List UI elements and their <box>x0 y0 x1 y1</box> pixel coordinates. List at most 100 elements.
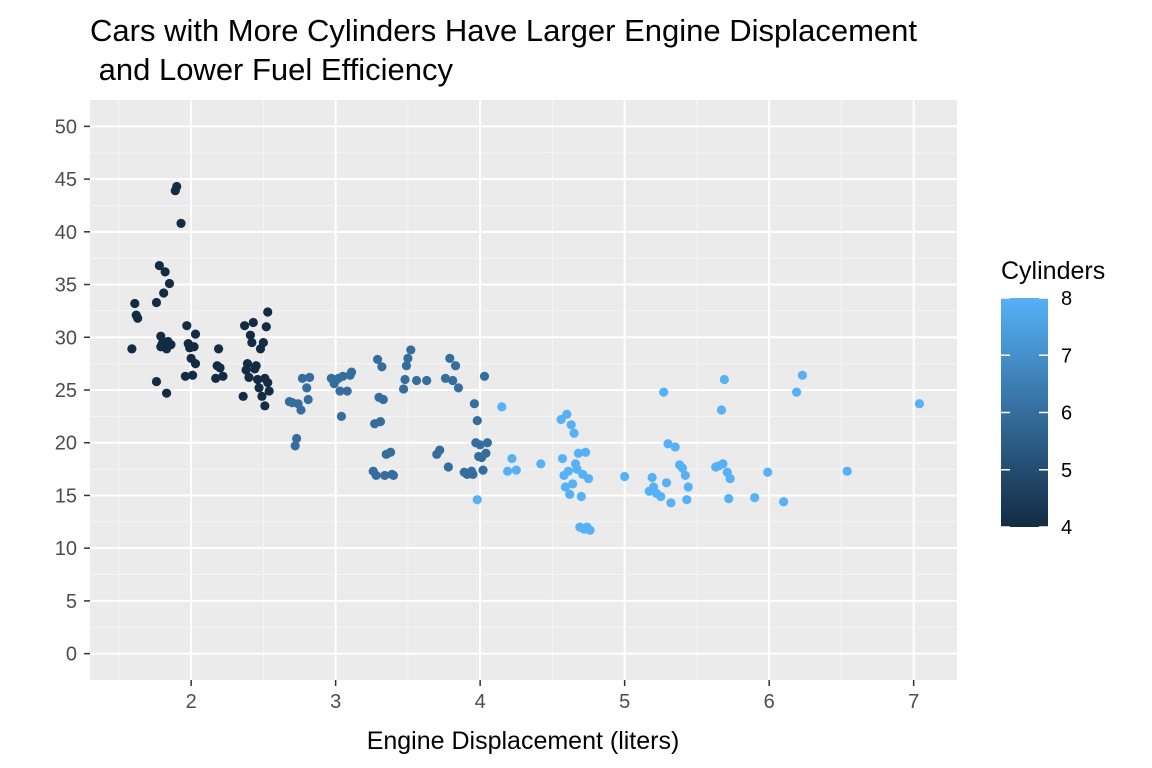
data-point <box>238 391 248 401</box>
data-point <box>585 525 595 535</box>
x-tick-label: 7 <box>908 691 919 713</box>
data-point <box>568 479 578 489</box>
data-point <box>182 321 192 331</box>
data-point <box>573 448 584 458</box>
legend-tick-label: 5 <box>1061 460 1072 482</box>
data-point <box>511 465 521 475</box>
y-tick-label: 50 <box>55 116 77 138</box>
data-point <box>503 466 513 476</box>
data-point <box>242 359 253 369</box>
data-point <box>290 441 300 451</box>
legend-tick-label: 8 <box>1061 288 1072 310</box>
data-point <box>214 344 224 354</box>
data-point <box>156 331 166 341</box>
data-point <box>680 470 690 481</box>
data-point <box>406 345 416 355</box>
y-tick-label: 0 <box>66 644 77 666</box>
data-point <box>385 447 396 457</box>
data-point <box>472 415 482 426</box>
data-point <box>620 471 630 482</box>
data-point <box>159 288 169 298</box>
chart-title-line-1: Cars with More Cylinders Have Larger Eng… <box>90 13 917 48</box>
data-point <box>448 375 458 386</box>
data-point <box>253 374 263 385</box>
data-point <box>677 463 688 473</box>
data-point <box>164 278 175 289</box>
data-point <box>260 401 270 411</box>
data-point <box>435 445 445 455</box>
data-point <box>647 472 657 483</box>
data-point <box>472 495 482 505</box>
legend-title: Cylinders <box>1001 257 1105 285</box>
data-point <box>263 307 273 317</box>
data-point <box>719 374 729 385</box>
data-point <box>536 459 546 469</box>
y-tick-label: 25 <box>55 380 77 402</box>
y-tick-label: 15 <box>55 485 77 507</box>
data-point <box>263 378 273 388</box>
legend: Cylinders 4 5 6 7 8 <box>1001 257 1105 539</box>
data-point <box>403 353 413 363</box>
data-point <box>479 371 490 381</box>
data-point <box>443 462 453 472</box>
data-point <box>257 391 267 401</box>
data-point <box>161 388 172 398</box>
data-point <box>172 181 182 192</box>
gridlines <box>90 100 957 680</box>
data-point <box>411 375 422 386</box>
data-point <box>663 439 673 449</box>
data-point <box>422 375 432 386</box>
data-point <box>190 329 201 339</box>
data-point <box>244 372 254 382</box>
x-axis-title: Engine Displacement (liters) <box>367 727 680 755</box>
data-point <box>388 470 399 481</box>
data-point <box>400 374 410 385</box>
data-point <box>247 337 257 348</box>
data-point <box>656 491 666 502</box>
x-tick-label: 3 <box>330 691 341 713</box>
data-point <box>371 470 381 481</box>
data-point <box>469 399 479 409</box>
data-point <box>468 469 478 479</box>
data-point <box>154 260 164 271</box>
data-point <box>750 492 760 503</box>
y-tick-label: 20 <box>55 433 77 455</box>
data-point <box>497 402 507 412</box>
data-point <box>475 440 485 450</box>
data-point <box>724 494 734 504</box>
data-point <box>445 353 455 363</box>
data-point <box>563 466 573 476</box>
data-point <box>380 470 390 481</box>
data-point <box>215 363 225 373</box>
x-tick-label: 6 <box>764 691 775 713</box>
data-point <box>151 376 162 387</box>
data-point <box>565 489 575 499</box>
legend-ticks: 4 5 6 7 8 <box>1001 288 1072 539</box>
data-point <box>666 498 676 508</box>
data-point <box>160 267 170 277</box>
chart-title-line-2: and Lower Fuel Efficiency <box>90 52 454 87</box>
legend-tick-label: 6 <box>1061 403 1072 425</box>
x-tick-label: 2 <box>186 691 197 713</box>
data-point <box>296 405 306 415</box>
data-point <box>338 371 348 381</box>
data-point <box>240 321 250 331</box>
data-point <box>302 383 312 393</box>
data-point <box>151 297 162 308</box>
data-point <box>401 361 412 371</box>
y-tick-label: 45 <box>55 169 77 191</box>
legend-tick-label: 4 <box>1061 517 1072 539</box>
data-point <box>560 482 571 492</box>
data-point <box>842 466 852 476</box>
data-point <box>211 373 221 383</box>
data-point <box>482 438 492 448</box>
data-point <box>792 387 802 397</box>
data-point <box>562 409 572 419</box>
data-point <box>661 478 672 488</box>
data-point <box>440 373 451 383</box>
data-point <box>682 495 692 505</box>
x-tick-label: 5 <box>619 691 630 713</box>
data-point <box>254 383 264 393</box>
data-point <box>335 386 345 396</box>
